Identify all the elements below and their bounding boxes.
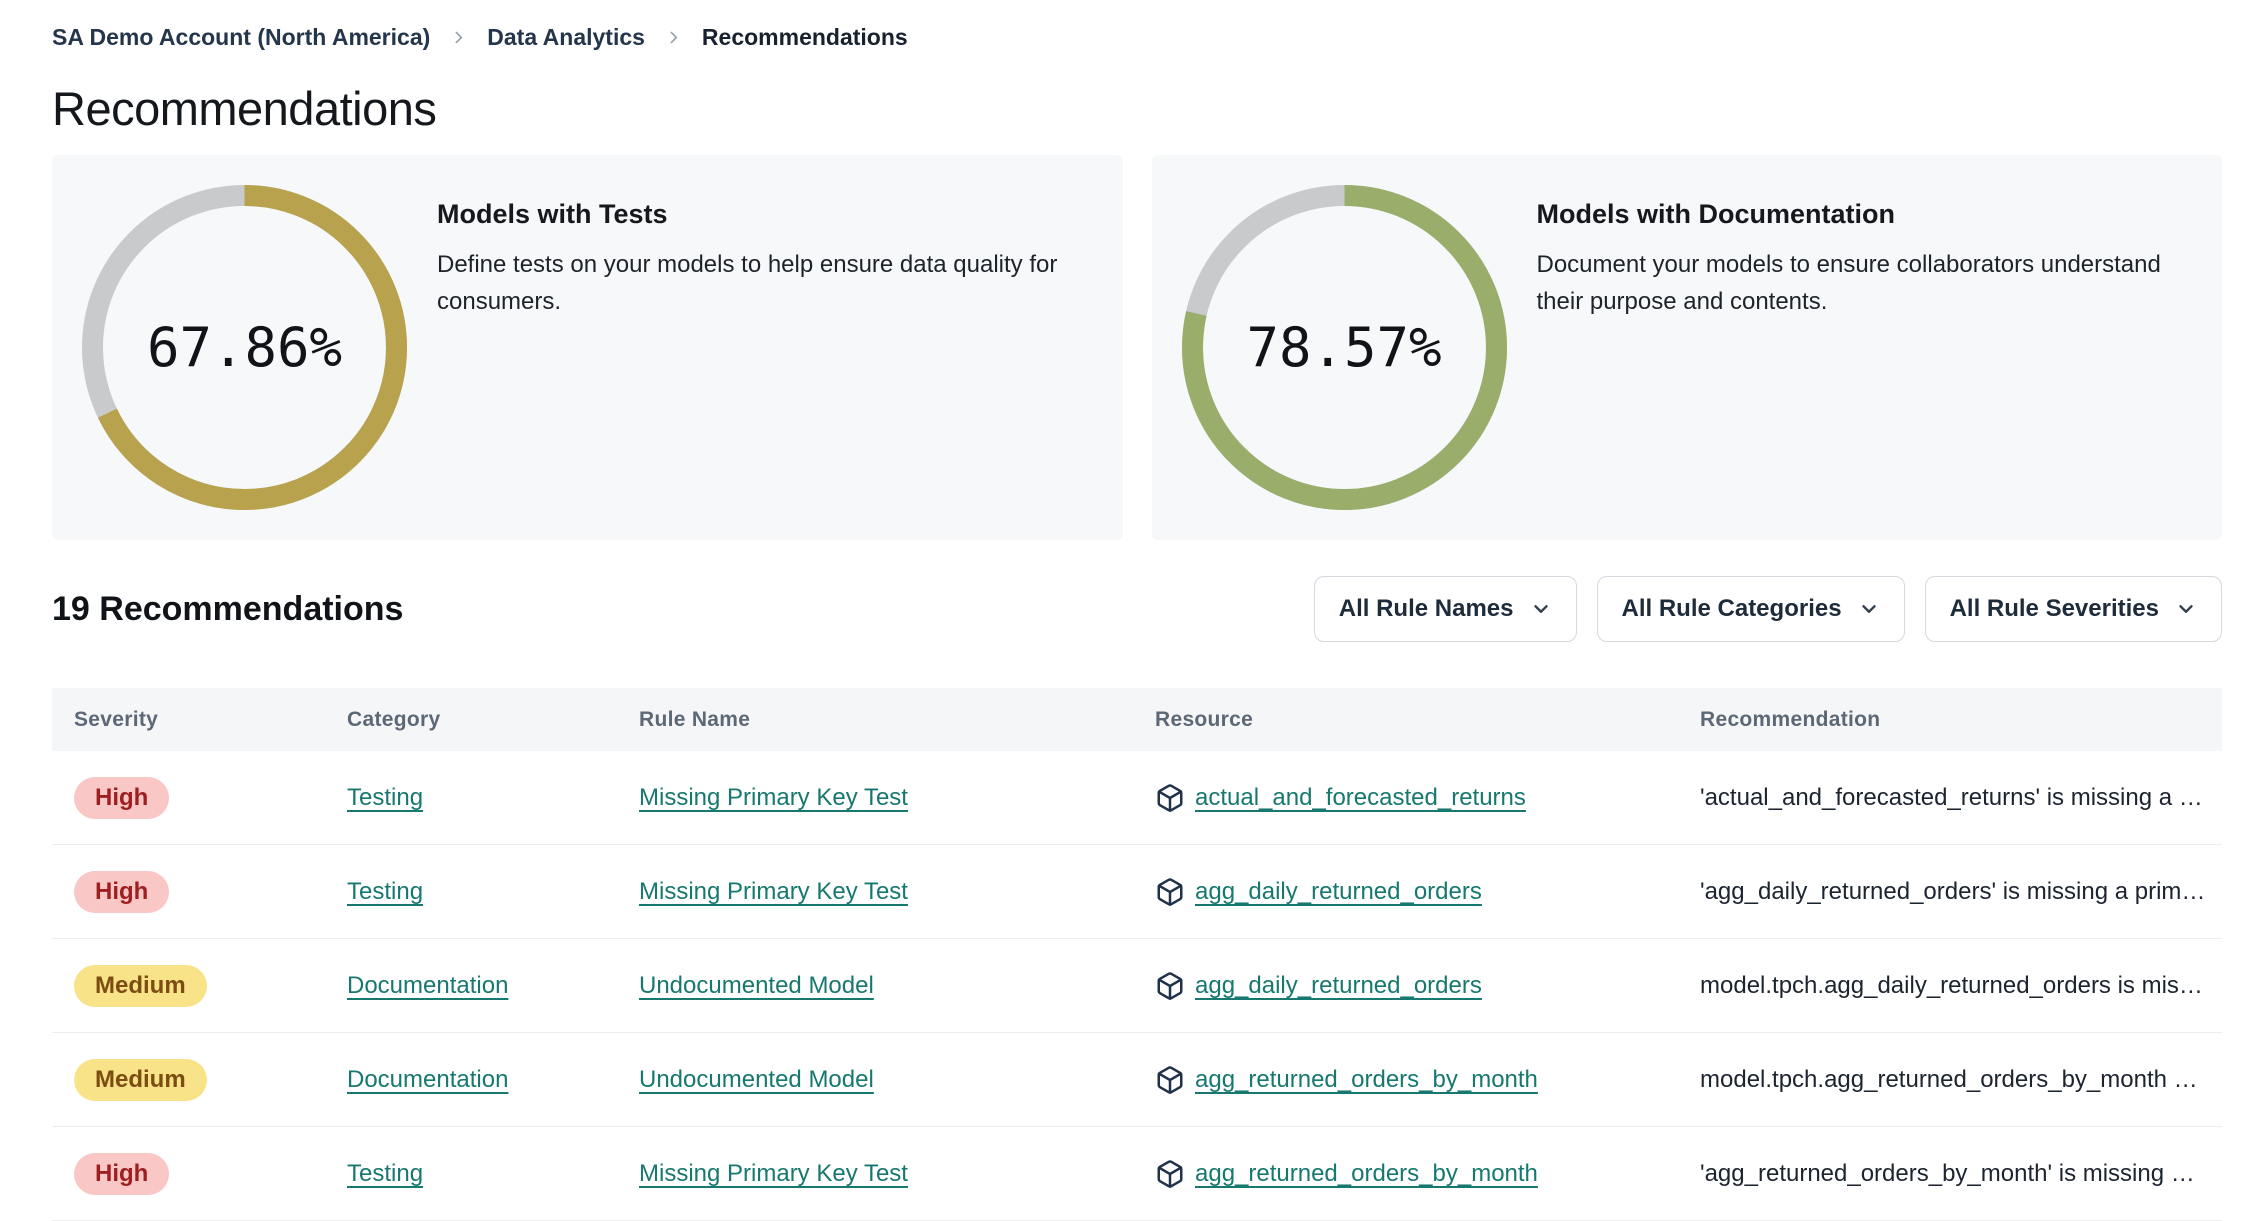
recommendations-count: 19 Recommendations bbox=[52, 589, 404, 628]
table-header: Severity Category Rule Name Resource Rec… bbox=[52, 688, 2222, 751]
category-link[interactable]: Documentation bbox=[347, 971, 509, 999]
severity-badge: High bbox=[74, 776, 170, 819]
severity-badge: Medium bbox=[74, 1058, 207, 1101]
severity-badge: Medium bbox=[74, 964, 207, 1007]
recommendation-text: model.tpch.agg_returned_orders_by_month … bbox=[1700, 1065, 2198, 1093]
model-cube-icon bbox=[1155, 971, 1185, 1001]
resource-link[interactable]: agg_returned_orders_by_month bbox=[1195, 1159, 1538, 1187]
breadcrumb-current: Recommendations bbox=[701, 24, 908, 50]
table-body: High Testing Missing Primary Key Test ac… bbox=[52, 751, 2222, 1221]
rule-categories-filter[interactable]: All Rule Categories bbox=[1596, 576, 1905, 642]
chevron-right-icon bbox=[665, 29, 682, 46]
breadcrumb: SA Demo Account (North America) Data Ana… bbox=[52, 24, 2222, 51]
resource-link[interactable]: agg_returned_orders_by_month bbox=[1195, 1065, 1538, 1093]
docs-percent-value: 78.57% bbox=[1246, 316, 1442, 379]
tests-card-description: Define tests on your models to help ensu… bbox=[437, 251, 1058, 315]
table-row: Medium Documentation Undocumented Model … bbox=[52, 1033, 2222, 1127]
rule-name-link[interactable]: Undocumented Model bbox=[639, 1065, 874, 1093]
category-link[interactable]: Testing bbox=[347, 877, 424, 905]
models-with-tests-card: 67.86% Models with Tests Define tests on… bbox=[52, 155, 1123, 540]
column-header-resource: Resource bbox=[1155, 707, 1254, 731]
category-link[interactable]: Documentation bbox=[347, 1065, 509, 1093]
summary-cards: 67.86% Models with Tests Define tests on… bbox=[52, 155, 2222, 540]
recommendation-text: 'actual_and_forecasted_returns' is missi… bbox=[1700, 783, 2203, 811]
recommendations-table: Severity Category Rule Name Resource Rec… bbox=[52, 688, 2222, 1221]
rule-name-link[interactable]: Missing Primary Key Test bbox=[639, 1159, 908, 1187]
docs-card-title: Models with Documentation bbox=[1536, 199, 1896, 229]
tests-donut-chart: 67.86% bbox=[82, 185, 407, 510]
column-header-category: Category bbox=[347, 707, 441, 731]
filter-bar: All Rule Names All Rule Categories All R… bbox=[1313, 576, 2222, 642]
rule-name-link[interactable]: Missing Primary Key Test bbox=[639, 877, 908, 905]
docs-card-description: Document your models to ensure collabora… bbox=[1536, 251, 2161, 315]
rule-names-filter-label: All Rule Names bbox=[1338, 595, 1514, 622]
table-row: Medium Documentation Undocumented Model … bbox=[52, 939, 2222, 1033]
rule-name-link[interactable]: Missing Primary Key Test bbox=[639, 783, 908, 811]
chevron-right-icon bbox=[450, 29, 467, 46]
chevron-down-icon bbox=[1858, 598, 1880, 620]
recommendation-text: model.tpch.agg_daily_returned_orders is … bbox=[1700, 971, 2203, 999]
recommendation-text: 'agg_returned_orders_by_month' is missin… bbox=[1700, 1159, 2195, 1187]
models-with-docs-card: 78.57% Models with Documentation Documen… bbox=[1151, 155, 2222, 540]
severity-badge: High bbox=[74, 1152, 170, 1195]
tests-card-title: Models with Tests bbox=[437, 199, 668, 229]
column-header-recommendation: Recommendation bbox=[1700, 707, 1881, 731]
recommendation-text: 'agg_daily_returned_orders' is missing a… bbox=[1700, 877, 2206, 905]
model-cube-icon bbox=[1155, 1065, 1185, 1095]
category-link[interactable]: Testing bbox=[347, 1159, 424, 1187]
list-header: 19 Recommendations All Rule Names All Ru… bbox=[52, 576, 2222, 642]
rule-names-filter[interactable]: All Rule Names bbox=[1313, 576, 1577, 642]
category-link[interactable]: Testing bbox=[347, 783, 424, 811]
rule-categories-filter-label: All Rule Categories bbox=[1621, 595, 1842, 622]
page-title: Recommendations bbox=[52, 82, 437, 135]
resource-link[interactable]: agg_daily_returned_orders bbox=[1195, 877, 1482, 905]
column-header-severity: Severity bbox=[74, 707, 159, 731]
model-cube-icon bbox=[1155, 783, 1185, 813]
column-header-rule-name: Rule Name bbox=[639, 707, 751, 731]
chevron-down-icon bbox=[2175, 598, 2197, 620]
model-cube-icon bbox=[1155, 1159, 1185, 1189]
resource-link[interactable]: actual_and_forecasted_returns bbox=[1195, 783, 1526, 811]
docs-donut-chart: 78.57% bbox=[1181, 185, 1507, 510]
table-row: High Testing Missing Primary Key Test ag… bbox=[52, 1127, 2222, 1221]
breadcrumb-project[interactable]: Data Analytics bbox=[487, 24, 645, 50]
severity-badge: High bbox=[74, 870, 170, 913]
resource-link[interactable]: agg_daily_returned_orders bbox=[1195, 971, 1482, 999]
table-row: High Testing Missing Primary Key Test ac… bbox=[52, 751, 2222, 845]
table-row: High Testing Missing Primary Key Test ag… bbox=[52, 845, 2222, 939]
rule-severities-filter-label: All Rule Severities bbox=[1949, 595, 2159, 622]
chevron-down-icon bbox=[1530, 598, 1552, 620]
breadcrumb-account[interactable]: SA Demo Account (North America) bbox=[52, 24, 431, 50]
rule-name-link[interactable]: Undocumented Model bbox=[639, 971, 874, 999]
model-cube-icon bbox=[1155, 877, 1185, 907]
tests-percent-value: 67.86% bbox=[146, 316, 343, 379]
rule-severities-filter[interactable]: All Rule Severities bbox=[1924, 576, 2222, 642]
